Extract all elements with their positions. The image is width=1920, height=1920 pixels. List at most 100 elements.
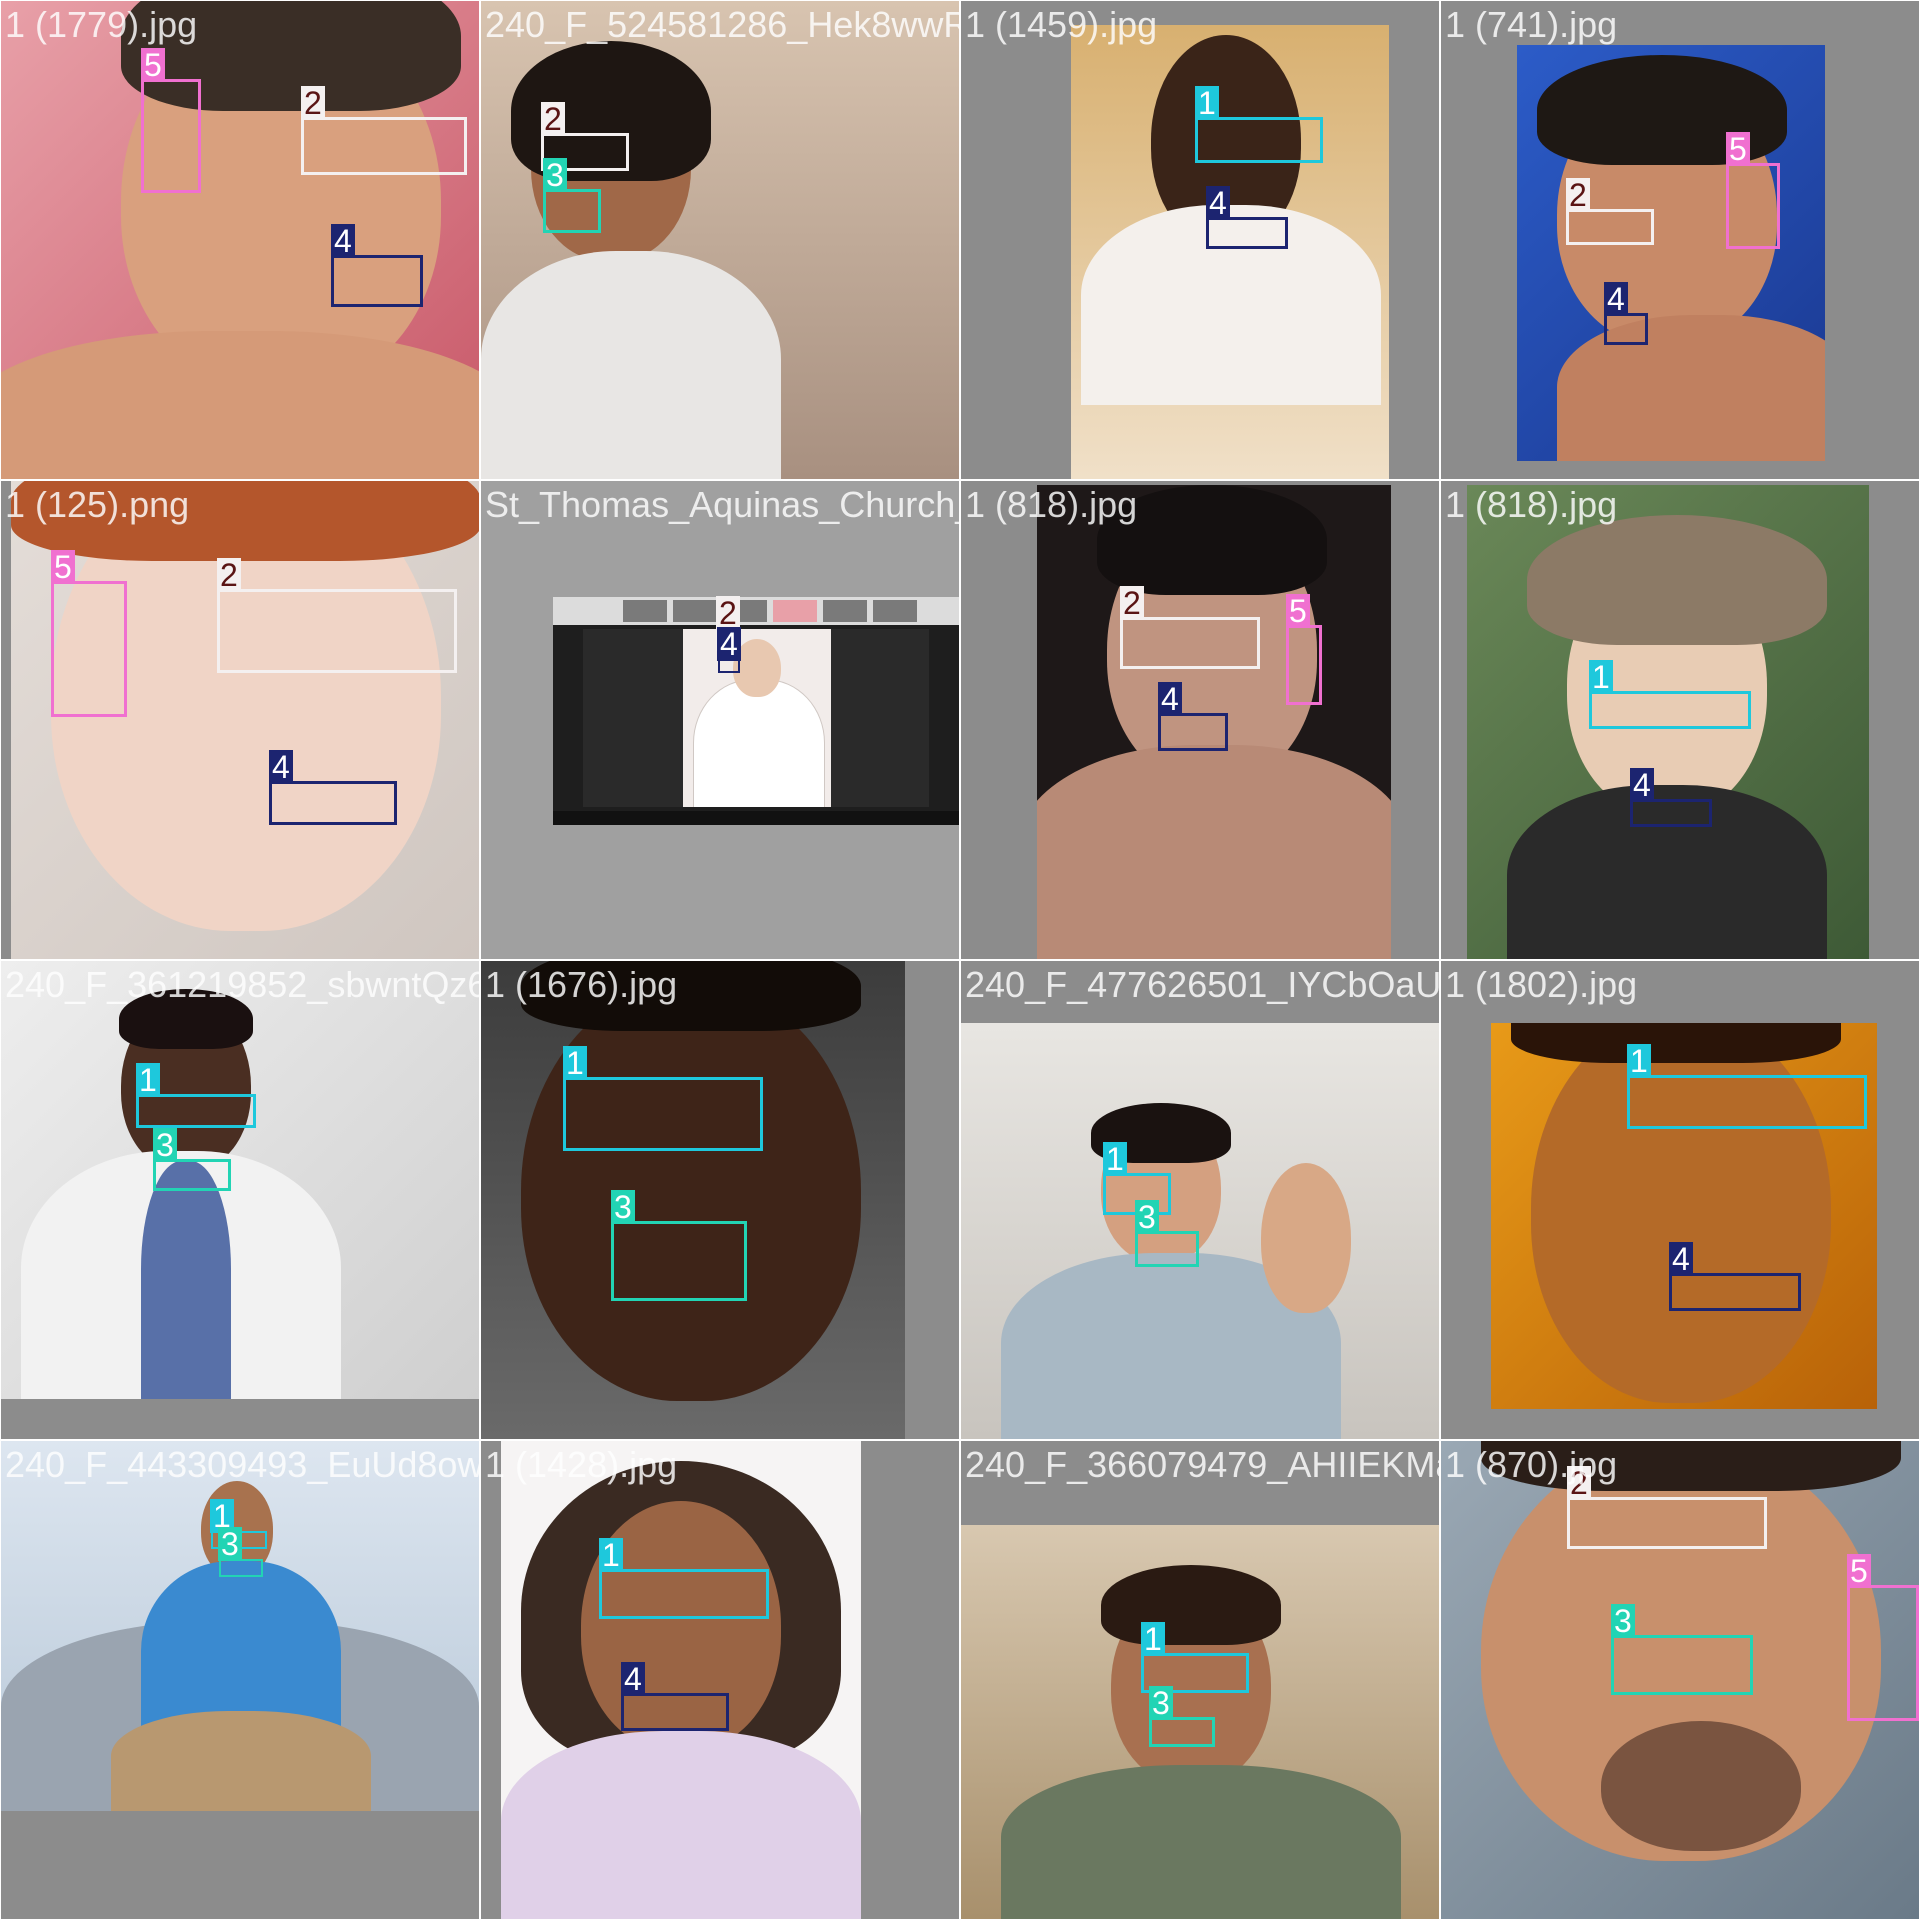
box-label: 1 [1627, 1044, 1651, 1078]
box-label: 1 [1141, 1622, 1165, 1656]
detection-box-2: 2 [217, 558, 457, 673]
detection-box-4: 4 [1206, 186, 1288, 249]
detection-box-1: 1 [136, 1063, 256, 1128]
detection-box-5: 5 [141, 48, 201, 193]
photo [1441, 1441, 1919, 1919]
box-label: 2 [217, 558, 241, 592]
box-label: 3 [1611, 1604, 1635, 1638]
photo [501, 1441, 861, 1919]
detection-box-4: 4 [1630, 768, 1712, 827]
box-label: 5 [1726, 132, 1750, 166]
detection-box-2: 2 [1120, 586, 1260, 669]
image-tile: 1 4 1 (1802).jpg [1441, 961, 1919, 1439]
box-label: 1 [599, 1538, 623, 1572]
box-label: 4 [717, 627, 741, 661]
detection-box-2: 2 [1566, 178, 1654, 245]
detection-box-1: 1 [1589, 660, 1751, 729]
detection-box-2: 2 [1567, 1466, 1767, 1549]
box-label: 1 [1103, 1142, 1127, 1176]
tile-filename: 240_F_477626501_IYCbOaUAiH3OGljmGL2ozWYN [965, 964, 1439, 1005]
image-tile: 1 3 240_F_366079479_AHIIEKMaEYWlhM3aSTvS… [961, 1441, 1439, 1919]
video-call-screenshot [553, 597, 959, 825]
image-tile: 1 3 1 (1676).jpg [481, 961, 959, 1439]
box-label: 3 [1149, 1686, 1173, 1720]
box-label: 5 [1286, 594, 1310, 628]
box-label: 2 [1566, 178, 1590, 212]
detection-box-3: 3 [1149, 1686, 1215, 1747]
image-tile: 2 3 240_F_524581286_Hek8wwR5IlF6nVjY8SJU… [481, 1, 959, 479]
box-label: 2 [541, 102, 565, 136]
detection-box-2: 2 [541, 102, 629, 171]
photo [1037, 485, 1391, 959]
photo [1, 961, 479, 1399]
box-label: 4 [1206, 186, 1230, 220]
photo [1467, 485, 1869, 959]
detection-box-1: 1 [1141, 1622, 1249, 1693]
box-label: 5 [141, 48, 165, 82]
detection-box-1: 1 [1195, 86, 1323, 163]
box-label: 1 [136, 1063, 160, 1097]
box-label: 3 [1135, 1200, 1159, 1234]
box-label: 5 [1847, 1554, 1871, 1588]
photo [961, 1023, 1439, 1439]
image-tile: 2 4 St_Thomas_Aquinas_Church_(Iran)_ZOOM… [481, 481, 959, 959]
box-label: 4 [269, 750, 293, 784]
box-label: 1 [1195, 86, 1219, 120]
detection-box-5: 5 [1847, 1554, 1919, 1721]
box-label: 2 [716, 596, 740, 630]
image-tile: 1 4 1 (1459).jpg [961, 1, 1439, 479]
box-label: 4 [1669, 1242, 1693, 1276]
box-label: 3 [153, 1128, 177, 1162]
image-tile: 5 2 4 1 (125).png [1, 481, 479, 959]
detection-box-4: 4 [1158, 682, 1228, 751]
detection-box-2: 2 [301, 86, 467, 175]
box-label: 4 [1604, 282, 1628, 316]
image-tile: 1 3 240_F_443309493_EuUd8owRZ6BWyzH17NsP… [1, 1441, 479, 1919]
photo [11, 481, 479, 959]
detection-box-3: 3 [1611, 1604, 1753, 1695]
detection-box-4: 4 [331, 224, 423, 307]
detection-box-3: 3 [543, 158, 601, 233]
detection-box-1: 1 [1627, 1044, 1867, 1129]
detection-box-1: 1 [599, 1538, 769, 1619]
box-label: 3 [218, 1527, 242, 1561]
detection-box-5: 5 [1286, 594, 1322, 705]
box-label: 2 [1120, 586, 1144, 620]
meeting-controls-bar [553, 811, 959, 825]
detection-box-3: 3 [218, 1527, 263, 1577]
image-tile: 2 5 3 1 (870).jpg [1441, 1441, 1919, 1919]
image-tile: 5 2 4 1 (1779).jpg [1, 1, 479, 479]
photo [961, 1525, 1439, 1919]
detection-box-5: 5 [51, 550, 127, 717]
detection-box-5: 5 [1726, 132, 1780, 249]
box-label: 1 [210, 1499, 234, 1533]
photo [1071, 25, 1389, 479]
box-label: 3 [611, 1190, 635, 1224]
detection-box-3: 3 [611, 1190, 747, 1301]
detection-box-4: 4 [717, 627, 741, 673]
box-label: 1 [1589, 660, 1613, 694]
detection-box-4: 4 [621, 1662, 729, 1731]
detection-box-4: 4 [1604, 282, 1648, 345]
tile-filename: 1 (741).jpg [1445, 4, 1618, 45]
box-label: 2 [1567, 1466, 1591, 1500]
image-tile: 1 3 240_F_477626501_IYCbOaUAiH3OGljmGL2o… [961, 961, 1439, 1439]
box-label: 4 [621, 1662, 645, 1696]
image-tile: 1 4 1 (818).jpg [1441, 481, 1919, 959]
box-label: 4 [1158, 682, 1182, 716]
box-label: 4 [331, 224, 355, 258]
box-label: 1 [563, 1046, 587, 1080]
box-label: 2 [301, 86, 325, 120]
photo [1517, 45, 1825, 461]
image-tile: 1 3 240_F_361219852_sbwntQz6HGRGGyLxTzJw… [1, 961, 479, 1439]
detection-box-3: 3 [1135, 1200, 1199, 1267]
detection-box-1: 1 [563, 1046, 763, 1151]
image-tile: 5 2 4 1 (741).jpg [1441, 1, 1919, 479]
photo [481, 1, 959, 479]
tile-filename: St_Thomas_Aquinas_Church_(Iran)_ZOOM_ses… [485, 484, 959, 525]
detection-box-4: 4 [269, 750, 397, 825]
box-label: 3 [543, 158, 567, 192]
box-label: 5 [51, 550, 75, 584]
image-tile: 1 4 1 (1428).jpg [481, 1441, 959, 1919]
